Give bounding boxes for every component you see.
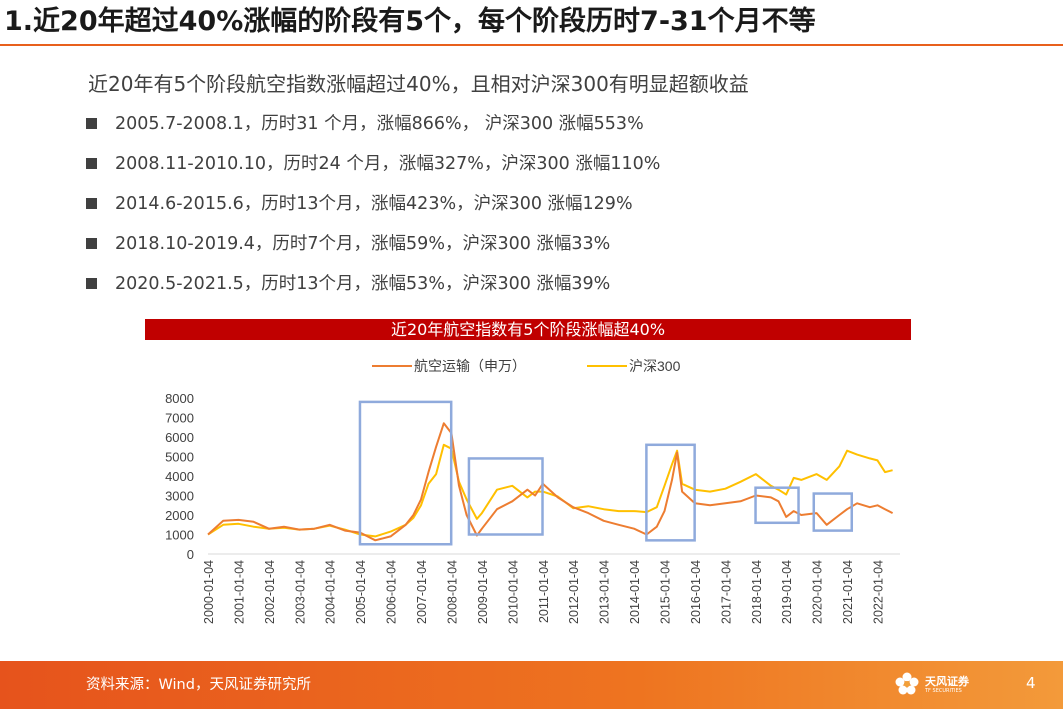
flower-icon (895, 672, 919, 695)
slide-title: 1.近20年超过40%涨幅的阶段有5个，每个阶段历时7-31个月不等 (4, 6, 816, 37)
line-chart: 0 1000 2000 3000 4000 5000 6000 7000 8000 2000-01… (165, 358, 900, 624)
list-item: 2014.6-2015.6，历时13个月，涨幅423%，沪深300 涨幅129% (86, 190, 660, 230)
y-tick-label: 1000 (165, 528, 194, 543)
logo-text: 天风证券 (925, 675, 969, 688)
chart-title: 近20年航空指数有5个阶段涨幅超40% (145, 319, 911, 340)
x-tick-label: 2003-01-04 (293, 560, 307, 624)
x-tick-label: 2002-01-04 (263, 560, 277, 624)
highlight-box (358, 400, 453, 546)
bullet-text: 2014.6-2015.6，历时13个月，涨幅423%，沪深300 涨幅129% (115, 194, 633, 214)
bullet-text: 2018.10-2019.4，历时7个月，涨幅59%，沪深300 涨幅33% (115, 234, 611, 254)
x-tick-label: 2011-01-04 (537, 560, 551, 623)
footer-bar: 资料来源：Wind，天风证券研究所 天风证券 TF SECURITIES 4 (0, 661, 1063, 709)
legend-label: 航空运输（申万） (414, 358, 526, 374)
y-tick-label: 5000 (165, 450, 194, 465)
x-tick-label: 2012-01-04 (567, 560, 581, 624)
highlight-box (645, 443, 696, 542)
page-number: 4 (1026, 674, 1036, 692)
x-tick-label: 2018-01-04 (750, 560, 764, 624)
bullet-text: 2008.11-2010.10，历时24 个月，涨幅327%，沪深300 涨幅1… (115, 154, 661, 174)
x-tick-label: 2013-01-04 (598, 560, 612, 624)
x-tick-label: 2004-01-04 (324, 560, 338, 624)
series-line-aviation (207, 422, 894, 542)
x-tick-label: 2008-01-04 (445, 560, 459, 624)
x-tick-label: 2009-01-04 (476, 560, 490, 624)
list-item: 2020.5-2021.5，历时13个月，涨幅53%，沪深300 涨幅39% (86, 270, 660, 310)
x-tick-label: 2016-01-04 (689, 560, 703, 624)
y-tick-label: 8000 (165, 391, 194, 406)
legend-label: 沪深300 (629, 358, 681, 374)
slide-subtitle: 近20年有5个阶段航空指数涨幅超过40%，且相对沪深300有明显超额收益 (88, 72, 749, 96)
x-tick-label: 2006-01-04 (385, 560, 399, 624)
bullet-square-icon (86, 238, 97, 249)
list-item: 2018.10-2019.4，历时7个月，涨幅59%，沪深300 涨幅33% (86, 230, 660, 270)
bullet-text: 2005.7-2008.1，历时31 个月，涨幅866%， 沪深300 涨幅55… (115, 114, 644, 134)
x-tick-label: 2000-01-04 (202, 560, 216, 624)
bullet-list: 2005.7-2008.1，历时31 个月，涨幅866%， 沪深300 涨幅55… (86, 110, 660, 310)
x-tick-label: 2007-01-04 (415, 560, 429, 624)
y-tick-label: 4000 (165, 469, 194, 484)
bullet-square-icon (86, 278, 97, 289)
logo-subtext: TF SECURITIES (925, 688, 962, 694)
x-tick-label: 2019-01-04 (780, 560, 794, 624)
highlight-box (812, 492, 854, 532)
y-tick-label: 7000 (165, 411, 194, 426)
y-tick-label: 0 (187, 547, 194, 562)
y-tick-label: 2000 (165, 508, 194, 523)
bullet-square-icon (86, 198, 97, 209)
bullet-square-icon (86, 158, 97, 169)
x-tick-label: 2020-01-04 (811, 560, 825, 624)
y-tick-label: 6000 (165, 430, 194, 445)
title-rule (0, 44, 1063, 46)
company-logo: 天风证券 TF SECURITIES (893, 670, 1008, 702)
bullet-square-icon (86, 118, 97, 129)
x-tick-label: 2001-01-04 (232, 560, 246, 624)
x-tick-label: 2015-01-04 (658, 560, 672, 624)
x-tick-label: 2010-01-04 (506, 560, 520, 624)
x-tick-label: 2017-01-04 (719, 560, 733, 624)
x-tick-label: 2021-01-04 (841, 560, 855, 624)
highlight-box (754, 486, 800, 525)
bullet-text: 2020.5-2021.5，历时13个月，涨幅53%，沪深300 涨幅39% (115, 274, 611, 294)
x-tick-label: 2005-01-04 (354, 560, 368, 624)
list-item: 2008.11-2010.10，历时24 个月，涨幅327%，沪深300 涨幅1… (86, 150, 660, 190)
highlight-box (467, 457, 544, 536)
list-item: 2005.7-2008.1，历时31 个月，涨幅866%， 沪深300 涨幅55… (86, 110, 660, 150)
source-note: 资料来源：Wind，天风证券研究所 (86, 677, 311, 693)
x-tick-label: 2022-01-04 (872, 560, 886, 624)
y-tick-label: 3000 (165, 489, 194, 504)
x-tick-label: 2014-01-04 (628, 560, 642, 624)
